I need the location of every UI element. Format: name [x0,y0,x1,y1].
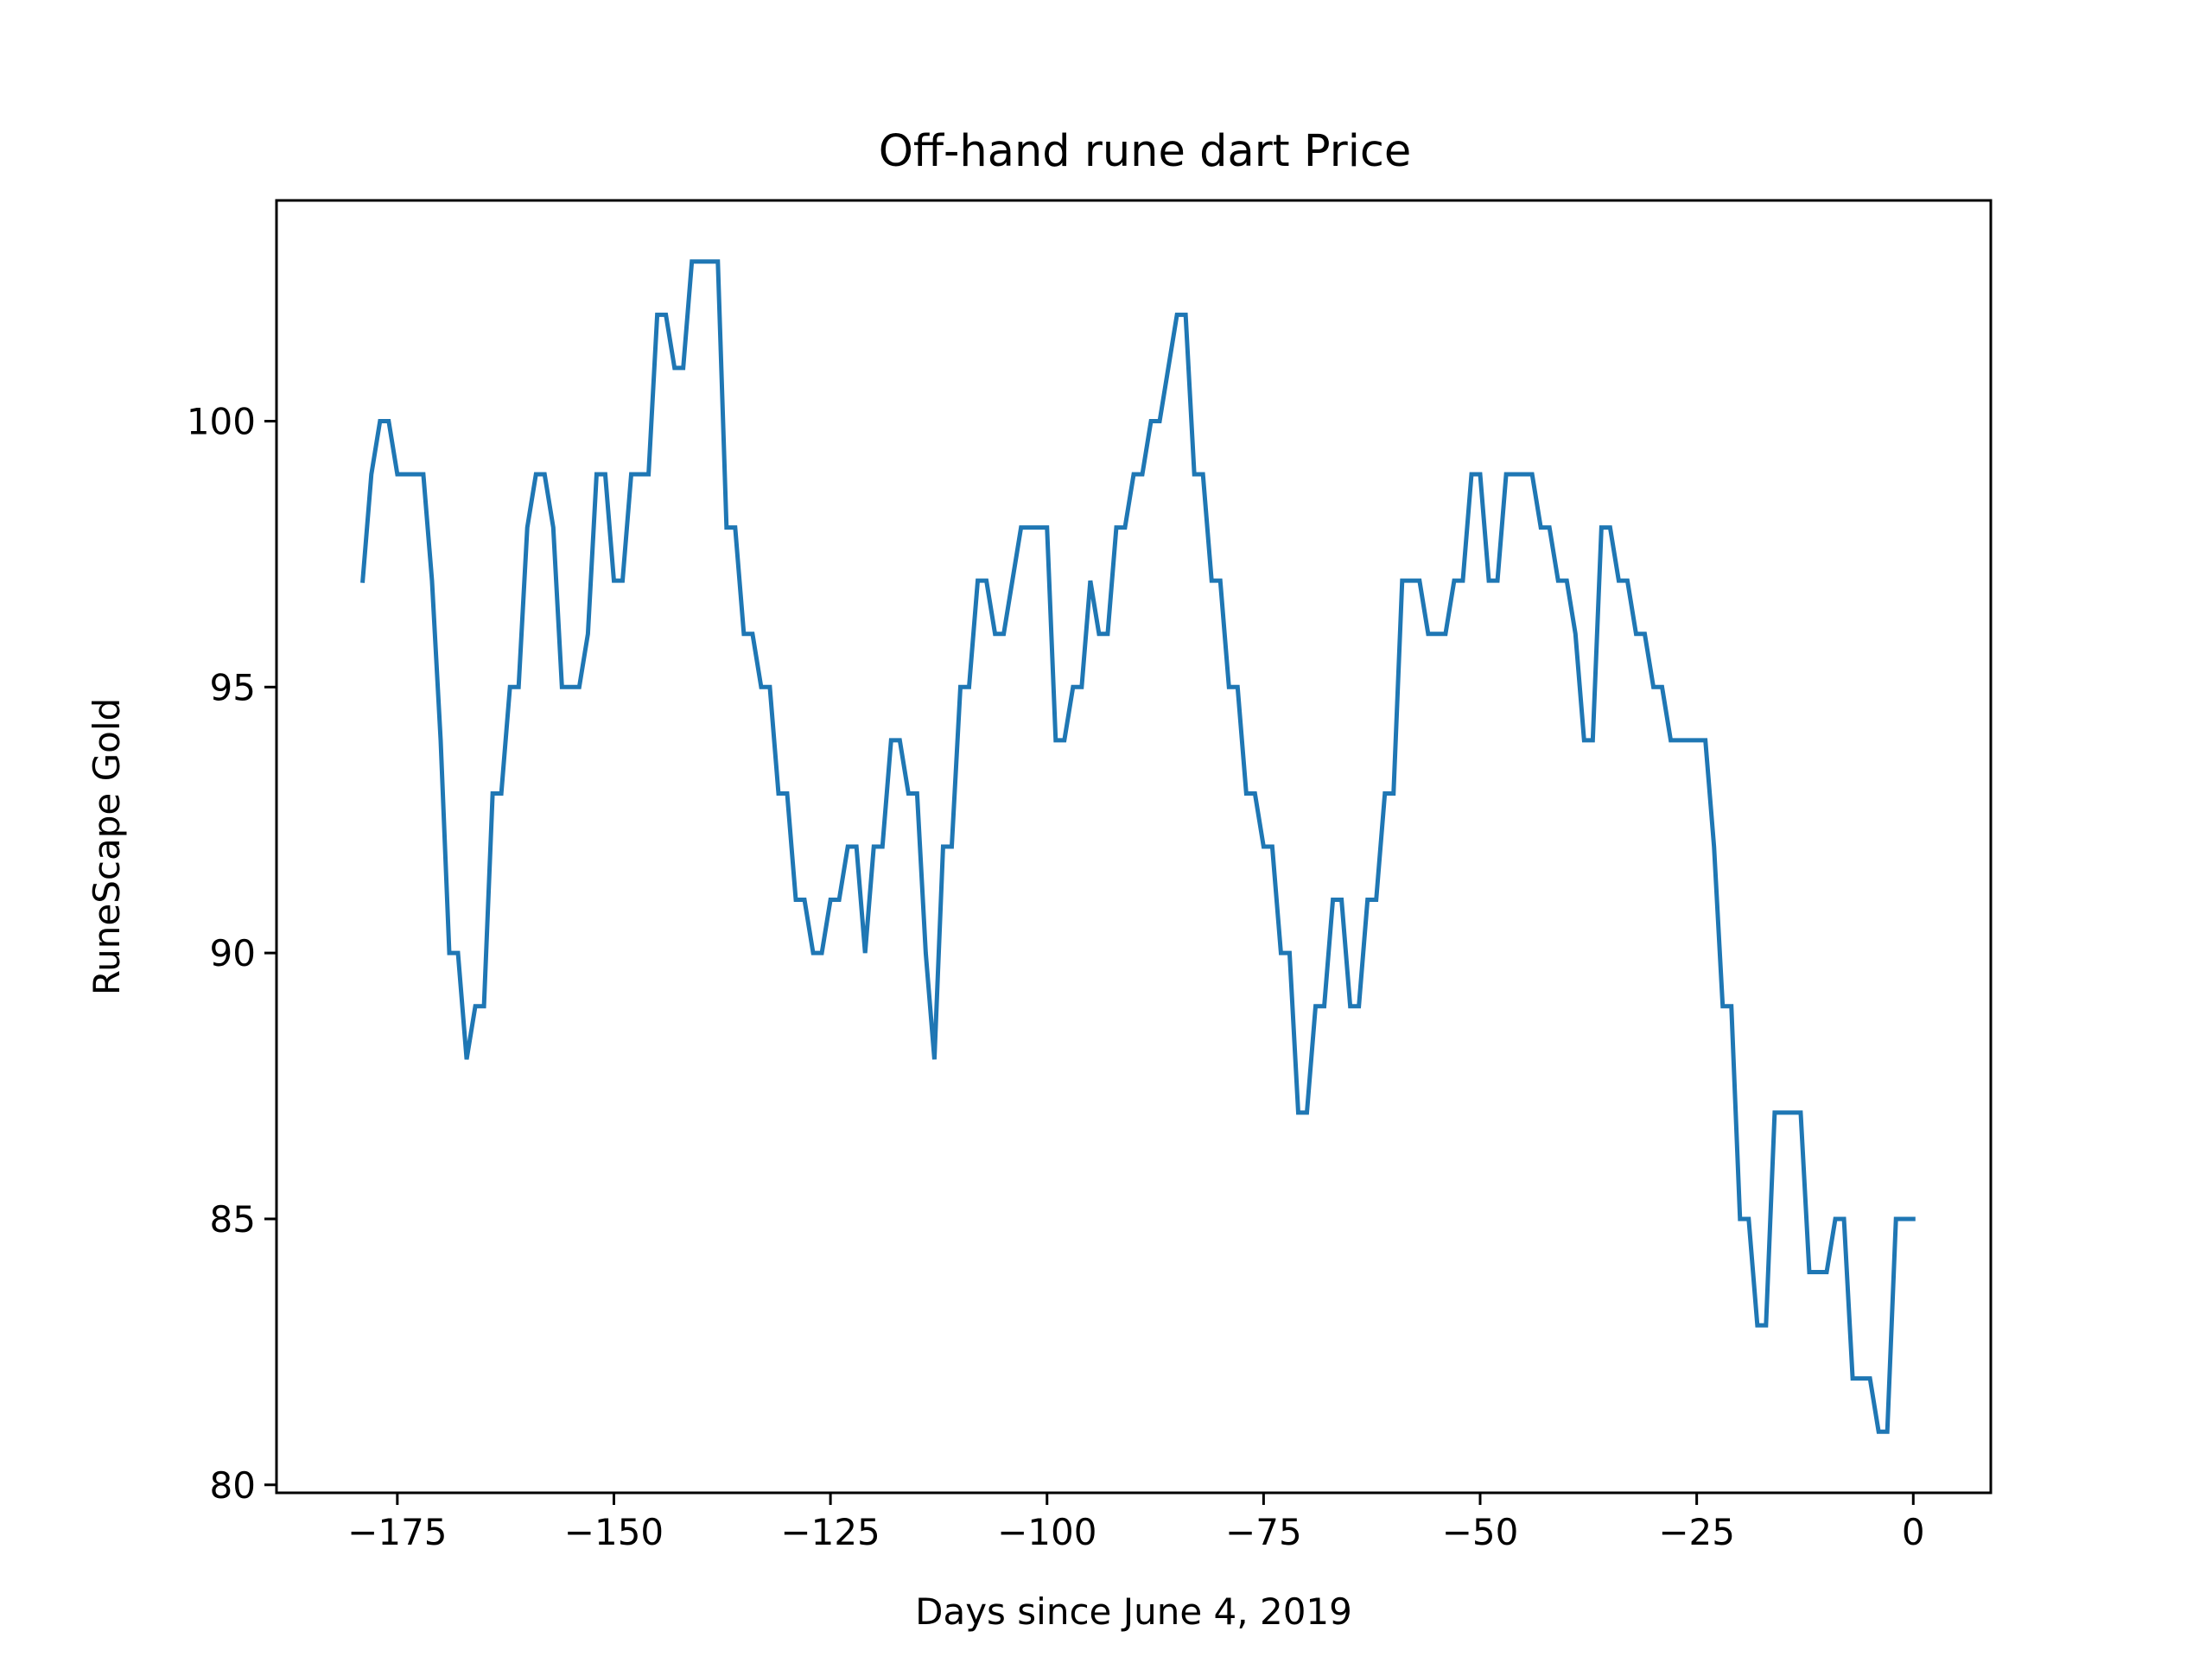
y-tick-label: 80 [210,1464,256,1507]
y-tick-label: 85 [210,1198,256,1241]
x-tick-label: −100 [997,1511,1096,1553]
x-tick-label: −150 [564,1511,664,1553]
x-tick-label: −75 [1225,1511,1302,1553]
plot-area [360,259,1916,1434]
y-tick-label: 90 [210,932,256,974]
y-axis: 80 85 90 95 100 [187,400,276,1507]
y-axis-label: RuneScape Gold [86,698,128,995]
chart-title: Off-hand rune dart Price [879,126,1412,177]
series-line [360,259,1916,1434]
axes-frame [275,199,1993,1495]
x-tick-label: −50 [1442,1511,1519,1553]
y-tick-label: 100 [187,400,256,442]
x-axis-label: Days since June 4, 2019 [915,1590,1352,1633]
y-tick-label: 95 [210,666,256,708]
x-tick-label: −25 [1658,1511,1735,1553]
x-tick-label: −175 [347,1511,447,1553]
x-axis: −175 −150 −125 −100 −75 −50 −25 0 [347,1493,1925,1553]
x-tick-label: −125 [780,1511,880,1553]
x-tick-label: 0 [1902,1511,1925,1553]
